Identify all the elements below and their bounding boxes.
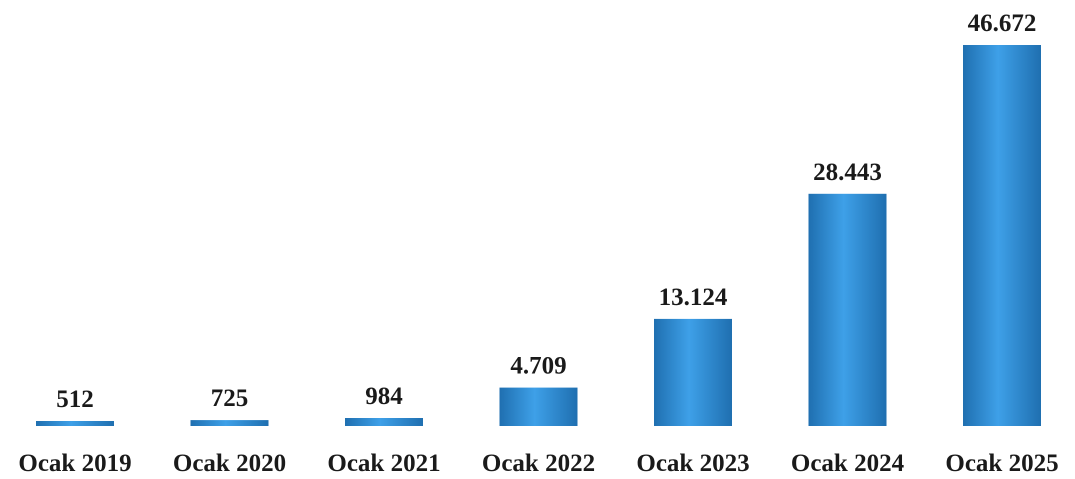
category-label-4: Ocak 2023	[636, 450, 749, 477]
category-label-5: Ocak 2024	[791, 450, 905, 477]
category-labels-group: Ocak 2019 Ocak 2020 Ocak 2021 Ocak 2022 Ocak…	[18, 450, 1058, 477]
data-label-2: 984	[365, 383, 403, 410]
bar-3	[499, 387, 578, 426]
bar-0	[36, 421, 114, 426]
category-label-2: Ocak 2021	[327, 450, 440, 477]
category-label-6: Ocak 2025	[945, 450, 1058, 477]
data-label-4: 13.124	[659, 284, 728, 311]
bars-group	[36, 45, 1041, 426]
bar-1	[190, 420, 269, 426]
bar-2	[345, 418, 423, 426]
data-label-6: 46.672	[968, 10, 1037, 37]
value-labels-group: 512 725 984 4.709 13.124 28.443 46.672	[56, 10, 1036, 413]
category-label-1: Ocak 2020	[173, 450, 286, 477]
data-label-0: 512	[56, 386, 94, 413]
bar-6	[963, 45, 1041, 426]
data-label-3: 4.709	[510, 353, 566, 380]
bar-5	[808, 193, 887, 426]
category-label-3: Ocak 2022	[482, 450, 595, 477]
data-label-1: 725	[211, 385, 249, 412]
category-label-0: Ocak 2019	[18, 450, 131, 477]
data-label-5: 28.443	[813, 159, 882, 186]
bar-4	[654, 318, 732, 426]
